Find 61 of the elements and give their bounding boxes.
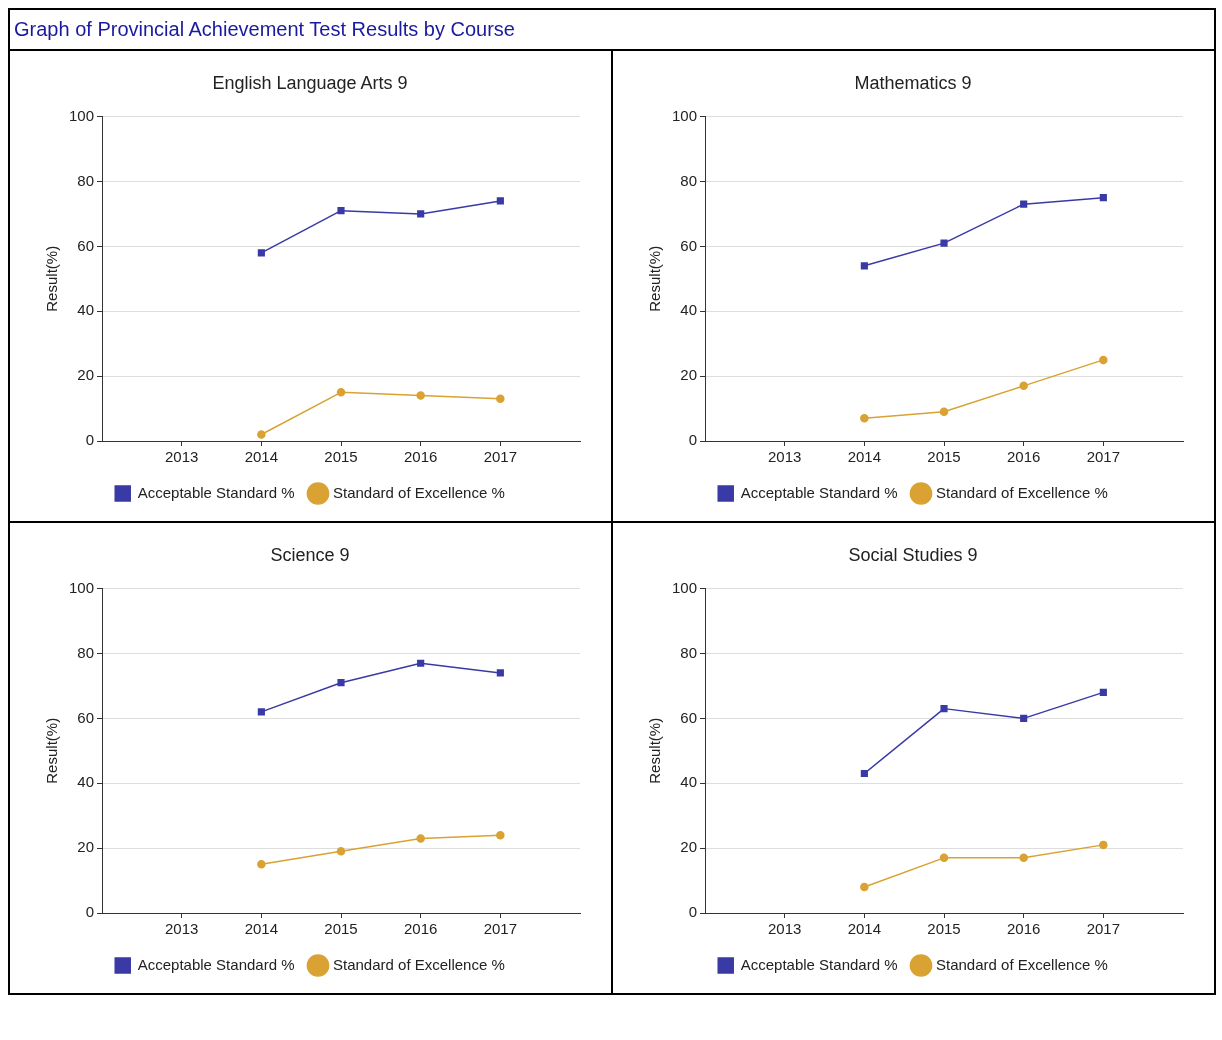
x-tick-label: 2016: [403, 448, 438, 466]
legend-label: Standard of Excellence %: [333, 483, 505, 501]
y-axis-title: Result(%): [43, 717, 61, 784]
y-tick-label: 80: [77, 643, 95, 661]
x-tick-label: 2015: [324, 448, 358, 466]
chart-title: Social Studies 9: [848, 544, 978, 565]
legend-label: Acceptable Standard %: [137, 483, 295, 501]
y-tick-label: 80: [77, 171, 95, 189]
y-tick-label: 20: [77, 838, 95, 856]
y-tick-label: 40: [680, 301, 698, 319]
legend-label: Acceptable Standard %: [740, 955, 898, 973]
y-tick-label: 0: [688, 431, 698, 449]
y-tick-label: 100: [672, 106, 698, 124]
x-tick-label: 2014: [244, 448, 279, 466]
x-tick-label: 2014: [847, 448, 882, 466]
legend-label: Acceptable Standard %: [137, 955, 295, 973]
y-tick-label: 40: [77, 773, 95, 791]
y-tick-label: 80: [680, 643, 698, 661]
y-tick-label: 0: [85, 903, 95, 921]
chart-title: Science 9: [270, 544, 350, 565]
y-tick-label: 100: [69, 578, 95, 596]
y-tick-label: 100: [672, 578, 698, 596]
y-tick-label: 20: [680, 838, 698, 856]
y-axis-title: Result(%): [646, 717, 664, 784]
x-tick-label: 2016: [403, 920, 438, 938]
x-tick-label: 2017: [483, 448, 518, 466]
chart-title: Mathematics 9: [854, 72, 972, 93]
x-tick-label: 2013: [165, 448, 199, 466]
legend-label: Standard of Excellence %: [936, 483, 1108, 501]
y-tick-label: 60: [680, 708, 698, 726]
y-tick-label: 20: [680, 366, 698, 384]
x-tick-label: 2016: [1006, 448, 1041, 466]
x-tick-label: 2015: [927, 920, 961, 938]
x-tick-label: 2014: [847, 920, 882, 938]
y-tick-label: 60: [680, 236, 698, 254]
y-tick-label: 60: [77, 708, 95, 726]
y-tick-label: 100: [69, 106, 95, 124]
x-tick-label: 2017: [1086, 448, 1121, 466]
legend-label: Acceptable Standard %: [740, 483, 898, 501]
text: Graph of Provincial Achievement Test Results by Course: [13, 17, 516, 42]
y-tick-label: 0: [85, 431, 95, 449]
y-tick-label: 80: [680, 171, 698, 189]
x-tick-label: 2016: [1006, 920, 1041, 938]
y-axis-title: Result(%): [43, 245, 61, 312]
x-tick-label: 2014: [244, 920, 279, 938]
legend-label: Standard of Excellence %: [333, 955, 505, 973]
x-tick-label: 2013: [165, 920, 199, 938]
y-tick-label: 20: [77, 366, 95, 384]
y-tick-label: 40: [77, 301, 95, 319]
x-tick-label: 2013: [768, 448, 802, 466]
chart-title: English Language Arts 9: [212, 72, 408, 93]
x-tick-label: 2013: [768, 920, 802, 938]
y-axis-title: Result(%): [646, 245, 664, 312]
x-tick-label: 2015: [927, 448, 961, 466]
x-tick-label: 2015: [324, 920, 358, 938]
x-tick-label: 2017: [483, 920, 518, 938]
x-tick-label: 2017: [1086, 920, 1121, 938]
legend-label: Standard of Excellence %: [936, 955, 1108, 973]
y-tick-label: 0: [688, 903, 698, 921]
y-tick-label: 60: [77, 236, 95, 254]
y-tick-label: 40: [680, 773, 698, 791]
